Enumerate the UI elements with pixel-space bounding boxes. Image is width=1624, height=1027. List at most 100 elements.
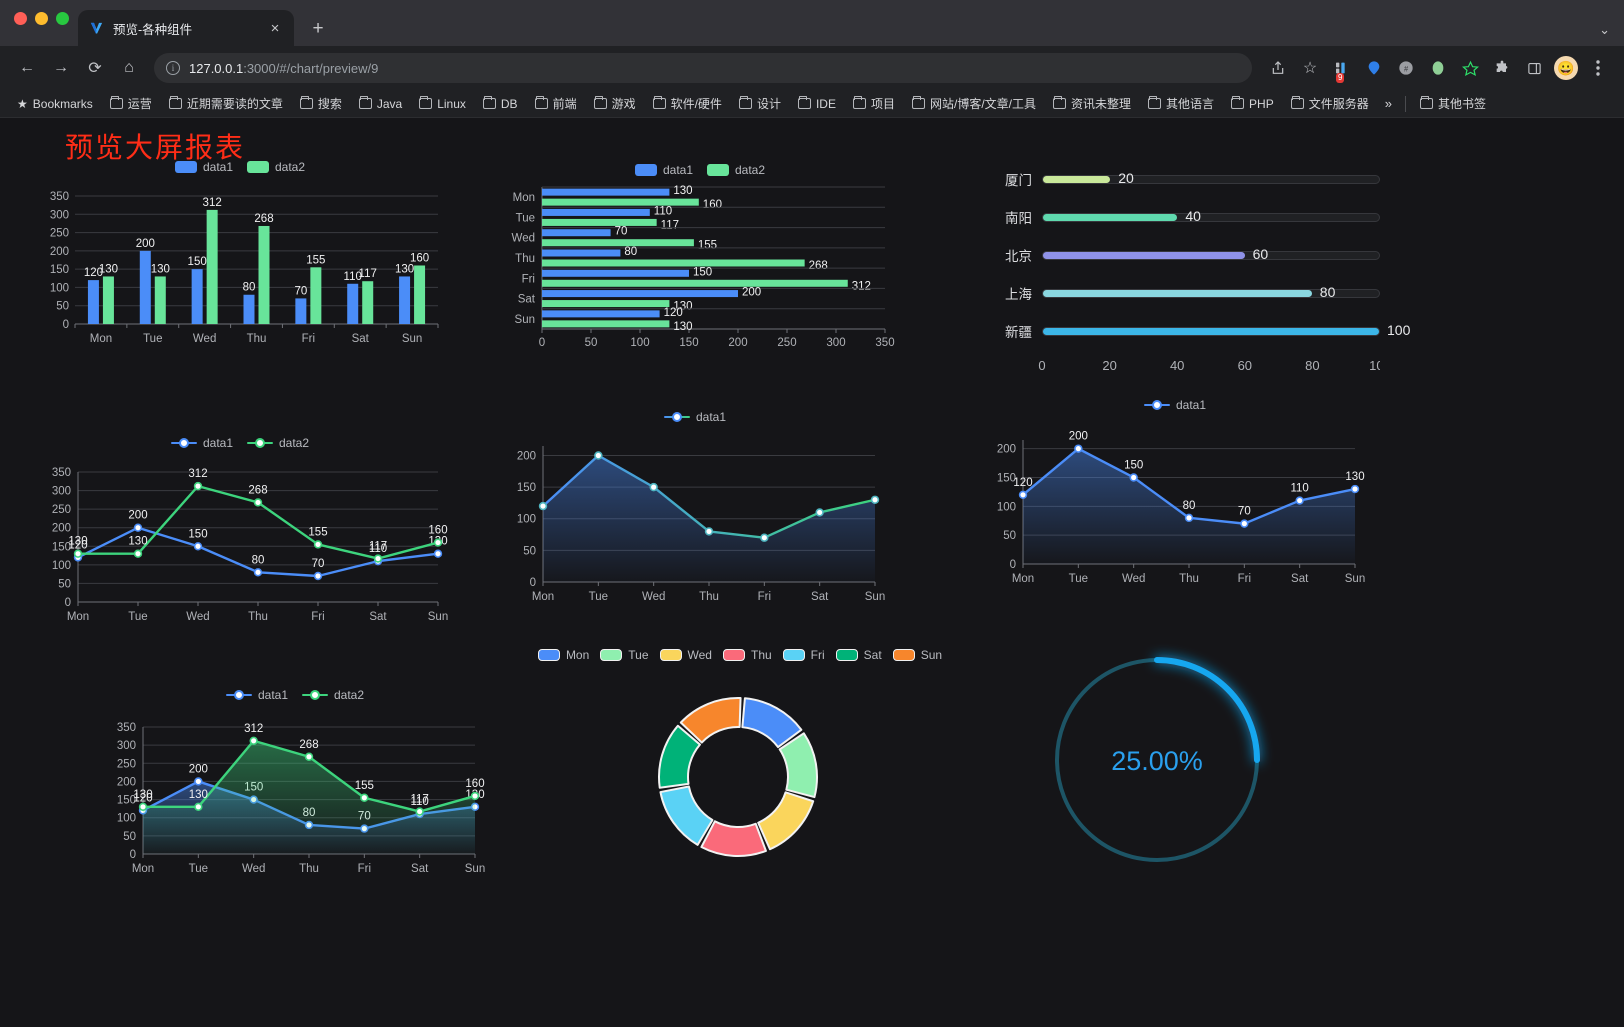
chrome-menu-button[interactable] [1584,54,1612,82]
chevron-down-icon[interactable]: ⌄ [1599,22,1610,37]
back-button[interactable]: ← [19,59,35,76]
legend-item-wed[interactable]: Wed [659,648,712,662]
svg-text:130: 130 [128,536,147,548]
extension-icon-1[interactable]: 9 [1328,54,1356,83]
close-icon[interactable]: × [270,19,280,37]
legend-item-mon[interactable]: Mon [537,648,589,662]
progress-track: 100 [1042,322,1410,338]
svg-text:Wed: Wed [242,863,265,875]
svg-text:40: 40 [1170,358,1184,373]
bookmark-folder-13[interactable]: 资讯未整理 [1046,92,1138,115]
sidepanel-icon[interactable] [1520,54,1548,82]
legend-item-data1[interactable]: data1 [663,410,727,424]
bookmark-item-bookmarks[interactable]: ★ Bookmarks [10,94,100,114]
bookmark-folder-12[interactable]: 网站/博客/文章/工具 [905,92,1043,115]
bookmark-folder-15[interactable]: PHP [1224,94,1281,114]
progress-row[interactable]: 北京 60 [980,236,1380,274]
legend-label: data1 [695,410,727,424]
home-button[interactable]: ⌂ [124,59,134,76]
extension-icon-star-green[interactable] [1456,54,1484,82]
bookmark-folder-9[interactable]: 设计 [732,92,788,115]
minimize-window-button[interactable] [35,12,48,25]
chart-bar-horizontal[interactable]: data1 data2 0 50 100 150 200 250 300 350 Mon 130 1… [500,163,900,372]
legend-item-data1[interactable]: data1 [225,688,288,702]
bookmark-label: Linux [437,96,466,111]
svg-text:50: 50 [1003,530,1016,542]
site-info-icon[interactable]: i [166,61,180,75]
extension-icon-grammar[interactable]: # [1392,54,1420,82]
legend-item-tue[interactable]: Tue [600,648,649,662]
chart-progress-bars[interactable]: 厦门 20 南阳 40 北京 60 上海 80 新疆 100 0 20 40 60 80 100 [980,160,1410,387]
bookmark-folder-8[interactable]: 软件/硬件 [646,92,729,115]
progress-track: 20 [1042,170,1380,186]
progress-fill [1043,213,1178,221]
reload-button[interactable]: ⟳ [88,60,102,77]
legend-item-data2[interactable]: data2 [247,160,305,174]
browser-tab[interactable]: 预览-各种组件 × [78,10,294,46]
bookmark-folder-6[interactable]: 前端 [528,92,584,115]
legend-item-data2[interactable]: data2 [247,436,309,450]
maximize-window-button[interactable] [56,12,69,25]
chart-line-dual[interactable]: data1 data2 0 50 100 150 200 250 300 350 Mon Tue W… [30,436,450,650]
chart-area-single[interactable]: data1 0 50 100 150 200 Mon Tue Wed Thu Fri Sat Sun 1… [975,398,1375,612]
forward-button[interactable]: → [53,59,69,76]
bookmark-folder-0[interactable]: 运营 [103,92,159,115]
bookmark-star-icon[interactable]: ☆ [1296,54,1324,82]
bookmark-folder-1[interactable]: 近期需要读的文章 [162,92,290,115]
bookmarks-overflow-button[interactable]: » [1384,96,1392,111]
svg-text:Mon: Mon [1012,573,1034,585]
bookmark-folder-2[interactable]: 搜索 [293,92,349,115]
bookmark-other-folder[interactable]: 其他书签 [1413,92,1493,115]
bookmark-folder-14[interactable]: 其他语言 [1141,92,1221,115]
legend-item-data1[interactable]: data1 [170,436,233,450]
svg-text:160: 160 [428,525,447,537]
legend-item-data1[interactable]: data1 [634,163,693,177]
bookmark-folder-7[interactable]: 游戏 [587,92,643,115]
bookmark-label: 近期需要读的文章 [186,97,283,111]
svg-text:130: 130 [189,789,208,801]
svg-text:100: 100 [52,560,71,572]
legend-item-thu[interactable]: Thu [722,648,772,662]
svg-text:250: 250 [52,504,71,516]
bookmark-folder-5[interactable]: DB [476,94,525,114]
legend-item-data2[interactable]: data2 [707,163,765,177]
svg-text:100: 100 [117,813,136,825]
svg-text:110: 110 [1290,483,1308,495]
progress-track: 60 [1042,246,1380,262]
bookmark-label: 前端 [552,97,577,111]
bookmark-folder-10[interactable]: IDE [791,94,843,114]
svg-text:300: 300 [50,209,69,221]
share-icon[interactable] [1264,54,1292,82]
bookmark-folder-11[interactable]: 项目 [846,92,902,115]
legend-item-data2[interactable]: data2 [302,688,364,702]
legend-item-sat[interactable]: Sat [835,648,882,662]
address-bar[interactable]: i 127.0.0.1:3000/#/chart/preview/9 [154,53,1252,83]
chart-bar-vertical[interactable]: data1 data2 350 300 250 200 150 100 50 0 Mon 120 1… [30,160,450,369]
legend-item-sun[interactable]: Sun [892,648,942,662]
progress-row[interactable]: 厦门 20 [980,160,1380,198]
bookmark-folder-16[interactable]: 文件服务器 [1284,92,1376,115]
chart-donut[interactable]: Mon Tue Wed Thu Fri Sat Sun [480,648,1000,897]
progress-fill [1043,327,1379,335]
extensions-puzzle-icon[interactable] [1488,54,1516,82]
progress-row[interactable]: 新疆 100 [980,312,1410,350]
legend-item-data1[interactable]: data1 [1143,398,1206,412]
chart-line-gradient[interactable]: data1 0 50 100 150 200 Mon Tue Wed Thu Fri Sat Sun [495,410,895,629]
extension-icon-circle[interactable] [1424,54,1452,82]
new-tab-button[interactable]: + [312,17,324,39]
chart-gauge[interactable]: 25.00% [1035,638,1295,903]
svg-text:0: 0 [65,597,71,609]
profile-avatar[interactable]: 😀 [1552,54,1580,82]
svg-text:100: 100 [1369,358,1380,373]
bookmark-folder-3[interactable]: Java [352,94,409,114]
legend-item-data1[interactable]: data1 [174,160,233,174]
legend: data1 [495,410,895,424]
svg-text:Sun: Sun [428,611,448,623]
progress-row[interactable]: 上海 80 [980,274,1380,312]
extension-icon-pin[interactable] [1360,54,1388,82]
legend-item-fri[interactable]: Fri [782,648,825,662]
chart-area-dual[interactable]: data1 data2 0 50 100 150 200 250 300 350 Mon Tue W… [95,688,495,902]
progress-row[interactable]: 南阳 40 [980,198,1380,236]
bookmark-folder-4[interactable]: Linux [412,94,473,114]
close-window-button[interactable] [14,12,27,25]
